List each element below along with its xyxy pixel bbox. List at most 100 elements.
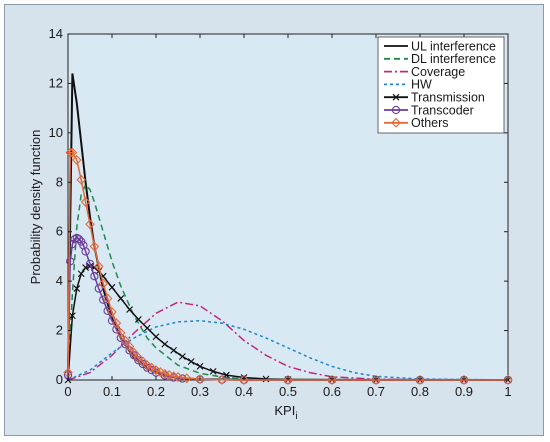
- data-point-others: [133, 352, 144, 363]
- x-tick-label: 0.3: [191, 384, 209, 399]
- data-point-transmission: [77, 270, 85, 278]
- series-line-coverage: [67, 301, 509, 381]
- series-line-hw: [67, 319, 509, 381]
- data-point-transcoder: [66, 257, 75, 266]
- data-point-transmission: [152, 333, 160, 341]
- legend-label: HW: [411, 78, 432, 92]
- data-point-others: [98, 278, 108, 289]
- y-tick-label: 8: [56, 174, 63, 189]
- data-point-transmission: [135, 316, 142, 323]
- data-point-others: [76, 174, 86, 185]
- y-tick-label: 0: [56, 372, 63, 387]
- x-axis-title: KPIi: [274, 403, 297, 422]
- data-point-others: [459, 375, 469, 385]
- data-point-transmission: [161, 340, 169, 348]
- data-point-transmission: [196, 363, 204, 370]
- data-point-others: [72, 155, 82, 166]
- data-point-transcoder: [74, 234, 84, 244]
- y-tick-label: 2: [56, 323, 63, 338]
- data-point-others: [129, 347, 139, 358]
- legend-item-transcoder: Transcoder: [384, 103, 474, 117]
- data-point-others: [111, 318, 122, 329]
- y-tick-label: 4: [56, 273, 63, 288]
- legend-marker: [392, 93, 400, 101]
- data-point-transmission: [126, 306, 133, 313]
- data-point-others: [107, 307, 117, 318]
- x-tick-label: 0.9: [455, 384, 473, 399]
- data-point-transmission: [170, 346, 177, 354]
- data-point-others: [120, 335, 130, 346]
- series-dl-interference: [67, 183, 509, 381]
- legend-item-coverage: Coverage: [384, 65, 465, 79]
- data-point-others: [94, 261, 104, 272]
- data-point-transcoder: [85, 259, 95, 268]
- legend-marker: [391, 117, 401, 128]
- x-tick-label: 0.1: [103, 384, 121, 399]
- data-point-others: [415, 375, 425, 385]
- data-point-others: [217, 374, 227, 385]
- data-point-others: [89, 241, 100, 252]
- x-axis-title-subscript: i: [295, 411, 297, 422]
- data-point-others: [182, 373, 192, 384]
- data-point-transmission: [179, 353, 186, 360]
- y-tick-label: 10: [49, 125, 63, 140]
- data-point-transmission: [69, 312, 76, 320]
- x-tick-label: 0.7: [367, 384, 385, 399]
- data-point-transcoder: [99, 295, 108, 304]
- legend-item-hw: HW: [384, 78, 432, 92]
- legend-item-others: Others: [384, 116, 449, 130]
- x-tick-label: 0.2: [147, 384, 165, 399]
- data-point-transmission: [82, 264, 89, 271]
- data-point-others: [146, 362, 157, 373]
- legend-label: Coverage: [411, 65, 465, 79]
- series-hw: [67, 319, 509, 381]
- y-tick-label: 12: [49, 75, 63, 90]
- legend-label: UL interference: [411, 39, 496, 53]
- data-point-others: [65, 147, 75, 158]
- data-point-others: [151, 365, 161, 376]
- data-point-transmission: [73, 285, 81, 292]
- legend-label: Others: [411, 116, 449, 130]
- x-axis-title-main: KPI: [274, 403, 295, 418]
- data-point-others: [124, 341, 135, 352]
- data-point-transmission: [209, 367, 217, 375]
- legend-label: Transmission: [411, 91, 485, 105]
- data-point-transmission: [117, 295, 125, 302]
- data-point-others: [195, 374, 205, 385]
- data-point-others: [67, 147, 78, 158]
- data-point-others: [371, 375, 381, 385]
- data-point-transcoder: [81, 247, 90, 256]
- data-point-others: [116, 328, 126, 339]
- y-axis-title: Probability density function: [28, 130, 43, 285]
- legend-item-transmission: Transmission: [384, 91, 485, 105]
- x-tick-label: 0.8: [411, 384, 429, 399]
- data-point-others: [80, 197, 91, 208]
- data-point-others: [503, 375, 513, 385]
- series-line-dl-interference: [67, 183, 509, 381]
- x-tick-label: 1: [504, 384, 511, 399]
- legend-label: Transcoder: [411, 103, 474, 117]
- data-point-transcoder: [94, 284, 103, 293]
- data-point-transmission: [187, 358, 195, 365]
- data-point-transmission: [143, 324, 151, 332]
- data-point-others: [138, 356, 148, 367]
- data-point-transmission: [262, 375, 270, 383]
- legend-label: DL interference: [411, 52, 496, 66]
- y-tick-label: 14: [49, 26, 63, 41]
- data-point-others: [173, 372, 183, 383]
- y-tick-label: 6: [56, 224, 63, 239]
- legend-item-ul-interference: UL interference: [384, 39, 496, 53]
- data-point-others: [142, 360, 152, 371]
- x-tick-label: 0.5: [279, 384, 297, 399]
- data-point-others: [85, 219, 95, 230]
- legend-marker: [391, 105, 401, 115]
- data-point-others: [327, 375, 337, 385]
- series-coverage: [67, 301, 509, 381]
- data-point-others: [102, 293, 113, 304]
- x-tick-label: 0.6: [323, 384, 341, 399]
- x-tick-label: 0: [64, 384, 71, 399]
